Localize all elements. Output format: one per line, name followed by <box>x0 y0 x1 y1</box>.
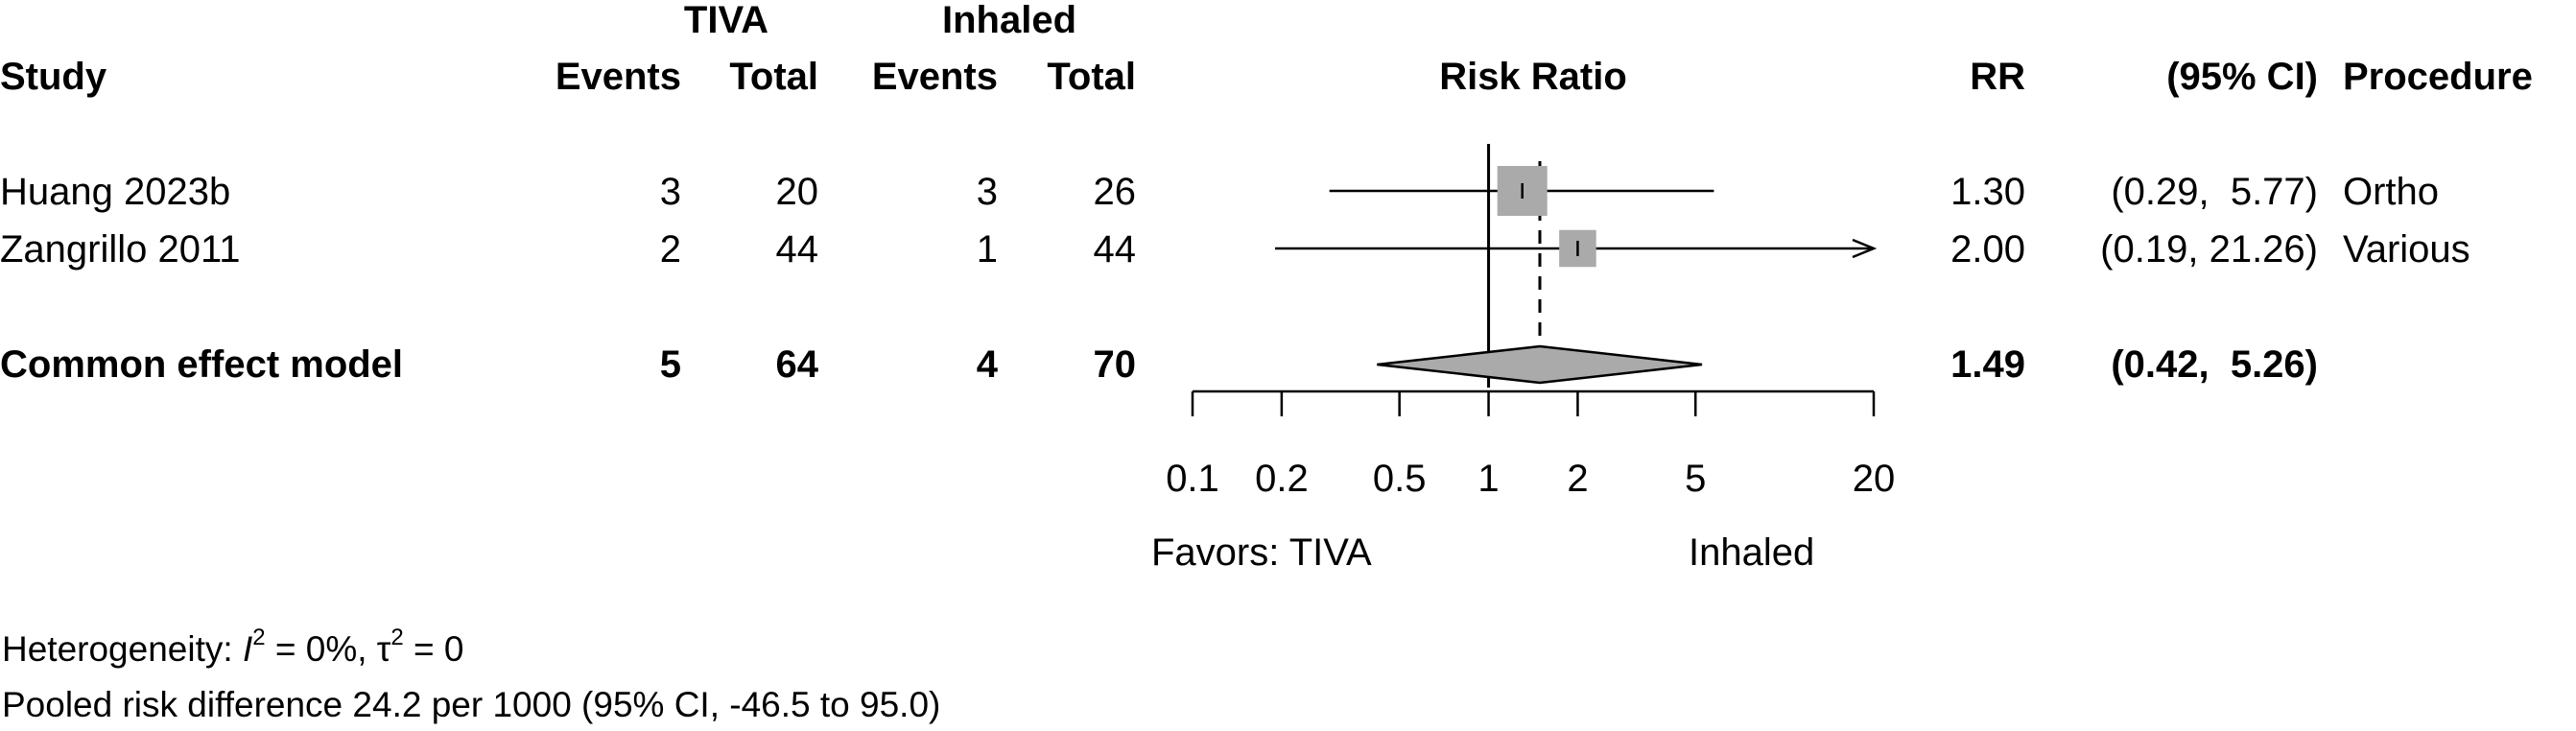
events1-value: 3 <box>660 171 681 213</box>
x-tick-label: 0.2 <box>1255 458 1309 500</box>
procedure-column-header: Procedure <box>2343 56 2533 98</box>
total1-value: 44 <box>776 228 819 271</box>
x-tick-label: 20 <box>1853 458 1896 500</box>
x-tick-label: 0.5 <box>1373 458 1427 500</box>
forest-plot: TIVA Inhaled Study Events Total Events T… <box>0 0 2533 574</box>
ci-value: (0.19, 21.26) <box>2100 228 2318 271</box>
ci-value: (0.29, 5.77) <box>2111 171 2318 213</box>
pooled-label: Common effect model <box>0 343 403 386</box>
risk-ratio-header: Risk Ratio <box>1439 56 1627 98</box>
procedure-value: Ortho <box>2343 171 2439 213</box>
i2-symbol: I <box>242 629 253 669</box>
group2-header: Inhaled <box>942 0 1076 41</box>
events1-column-header: Events <box>555 56 681 98</box>
x-axis: 0.1 0.2 0.5 1 2 5 20 <box>1166 389 1896 500</box>
total2-value: 26 <box>1094 171 1137 213</box>
events1-value: 2 <box>660 228 681 271</box>
pooled-ci-value: (0.42, 5.26) <box>2111 343 2318 386</box>
ci-column-header: (95% CI) <box>2166 56 2318 98</box>
ci-arrow <box>1852 238 1878 259</box>
x-tick-label: 1 <box>1477 458 1499 500</box>
total1-column-header: Total <box>729 56 818 98</box>
x-tick-label: 0.1 <box>1166 458 1219 500</box>
pooled-total2: 70 <box>1094 343 1137 386</box>
tau-symbol: τ <box>376 629 391 669</box>
group1-header: TIVA <box>684 0 768 41</box>
favors-left-label: Favors: TIVA <box>1151 531 1372 574</box>
i2-value: = 0%, <box>265 629 377 669</box>
favors-right-label: Inhaled <box>1689 531 1814 574</box>
study-name: Huang 2023b <box>0 171 230 213</box>
tau-superscript: 2 <box>390 624 404 650</box>
events2-value: 3 <box>977 171 998 213</box>
study-row-1: Huang 2023b 3 20 3 26 1.30 (0.29, 5.77) … <box>0 171 2439 213</box>
heterogeneity-statement: Heterogeneity: I2 = 0%, τ2 = 0 <box>2 625 464 670</box>
rr-column-header: RR <box>1970 56 2025 98</box>
pooled-diamond <box>1377 344 1703 385</box>
total1-value: 20 <box>776 171 819 213</box>
events2-value: 1 <box>977 228 998 271</box>
rr-value: 2.00 <box>1950 228 2025 271</box>
study-row-2: Zangrillo 2011 2 44 1 44 2.00 (0.19, 21.… <box>0 228 2470 271</box>
total2-column-header: Total <box>1047 56 1136 98</box>
pooled-row: Common effect model 5 64 4 70 1.49 (0.42… <box>0 343 2318 386</box>
pooled-rr-value: 1.49 <box>1950 343 2025 386</box>
pooled-risk-difference: Pooled risk difference 24.2 per 1000 (95… <box>2 685 941 724</box>
study-name: Zangrillo 2011 <box>0 228 241 271</box>
pooled-events2: 4 <box>977 343 999 386</box>
pooled-total1: 64 <box>776 343 819 386</box>
tau-value: = 0 <box>403 629 464 669</box>
i2-superscript: 2 <box>252 624 266 650</box>
plot-area <box>1275 144 1878 388</box>
procedure-value: Various <box>2343 228 2470 271</box>
x-tick-label: 2 <box>1567 458 1588 500</box>
heterogeneity-prefix: Heterogeneity: <box>2 629 243 669</box>
events2-column-header: Events <box>872 56 998 98</box>
pooled-events1: 5 <box>660 343 681 386</box>
x-tick-label: 5 <box>1685 458 1706 500</box>
study-column-header: Study <box>0 56 107 98</box>
total2-value: 44 <box>1094 228 1137 271</box>
rr-value: 1.30 <box>1950 171 2025 213</box>
